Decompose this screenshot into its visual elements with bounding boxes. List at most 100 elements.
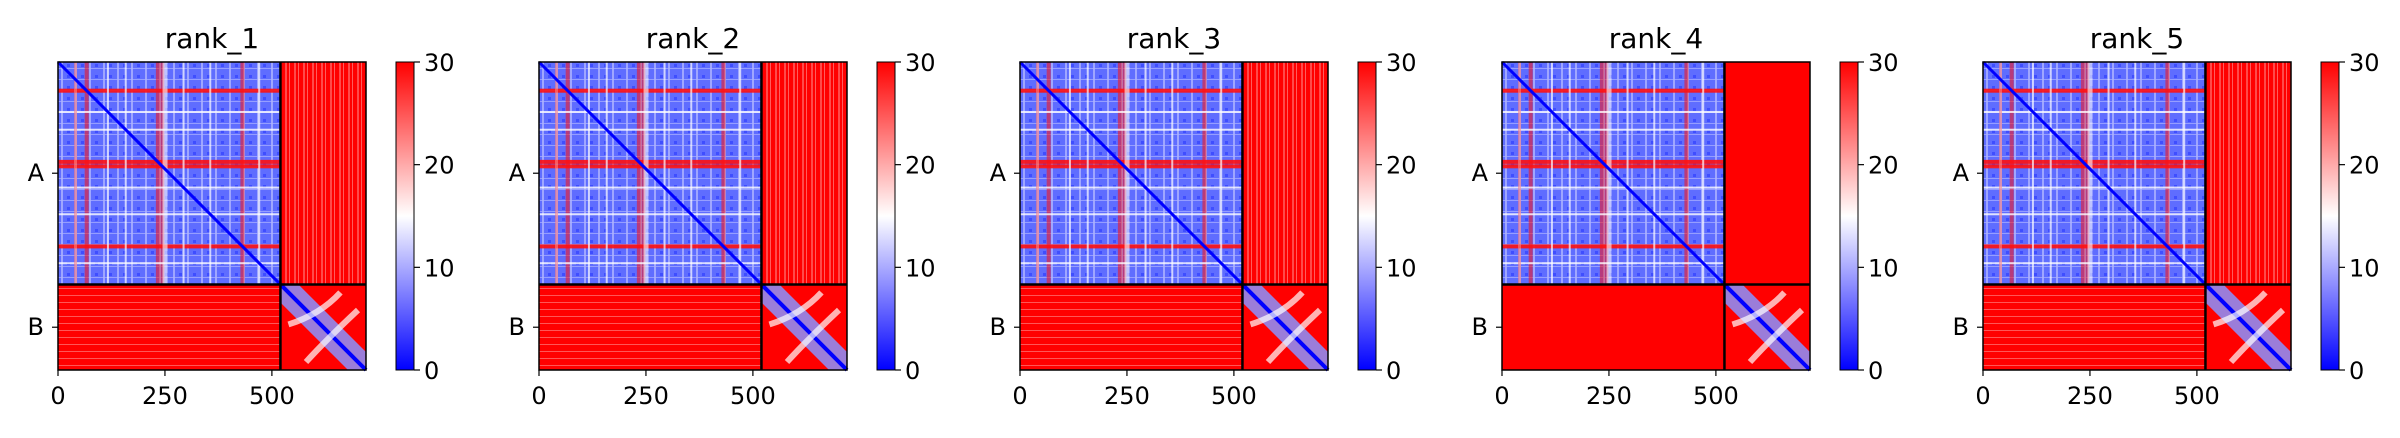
heatmap-stripe-col xyxy=(721,62,726,285)
heatmap-stripe-row xyxy=(58,244,281,249)
heatmap-stripe-col xyxy=(160,62,165,285)
heatmap-stripe-row xyxy=(58,88,281,93)
heatmap-stripe-col xyxy=(1702,62,1705,285)
heatmap-stripe-row xyxy=(1983,110,2206,113)
heatmap-stripe-col xyxy=(1528,62,1533,285)
colorbar-tick-label: 0 xyxy=(1868,357,1883,385)
heatmap-diagonal-A xyxy=(1500,60,1726,286)
heatmap-stripe-row xyxy=(1983,186,2206,189)
colorbar-tick-label: 30 xyxy=(1868,49,1899,77)
colorbar xyxy=(2321,62,2339,370)
colorbar-tick-label: 0 xyxy=(2349,357,2364,385)
heatmap-stripe-row xyxy=(58,110,281,113)
heatmap-stripe-row xyxy=(1983,213,2206,216)
heatmap-stripe-row xyxy=(539,128,762,131)
heatmap-stripe-col xyxy=(1626,62,1629,285)
colorbar-tick-label: 20 xyxy=(905,152,936,180)
heatmap-stripe-col xyxy=(1144,62,1147,285)
heatmap-stripe-col xyxy=(1202,62,1207,285)
heatmap-stripe-col xyxy=(2165,62,2170,285)
heatmap-stripe-col xyxy=(1068,62,1071,285)
heatmap-stripe-col xyxy=(587,62,590,285)
heatmap-stripe-col xyxy=(2080,62,2085,285)
heatmap-stripe-col xyxy=(124,62,127,285)
panel-rank_5: rank_5 0 250 500 A B 0 10 20 30 xyxy=(1953,22,2380,410)
y-tick-label-chain-B: B xyxy=(509,313,525,341)
panel-title: rank_3 xyxy=(1127,22,1221,55)
heatmap-stripe-col xyxy=(182,62,185,285)
heatmap-block-BA xyxy=(539,284,762,370)
heatmap-stripe-row xyxy=(1983,88,2206,93)
heatmap-stripe-row xyxy=(1502,128,1725,131)
heatmap-stripe-col xyxy=(1086,62,1089,285)
heatmap-arc xyxy=(303,307,361,365)
heatmap-arc xyxy=(2212,290,2268,328)
heatmap-stripe-row xyxy=(1983,128,2206,131)
heatmap-stripe-col xyxy=(1684,62,1689,285)
heatmap-stripe-col xyxy=(1122,62,1127,285)
x-tick-label: 0 xyxy=(1975,382,1990,410)
x-tick-label: 0 xyxy=(50,382,65,410)
y-tick-label-chain-B: B xyxy=(28,313,44,341)
heatmap-stripe-col xyxy=(2134,62,2137,285)
colorbar-frame xyxy=(1357,61,1377,371)
heatmap-stripe-col xyxy=(1046,62,1051,285)
heatmap-stripe-col xyxy=(2049,62,2052,285)
axes-frame xyxy=(1982,61,2292,371)
heatmap-stripe-row xyxy=(1983,244,2206,249)
heatmap-stripe-row xyxy=(58,159,281,164)
heatmap-stripe-row xyxy=(539,110,762,113)
panel-title: rank_1 xyxy=(165,22,259,55)
heatmap-stripe-col xyxy=(1568,62,1571,285)
heatmap-stripe-row xyxy=(1502,159,1725,164)
heatmap-arc xyxy=(1249,290,1305,328)
colorbar xyxy=(877,62,895,370)
heatmap-arc xyxy=(2228,307,2286,365)
heatmap-stripe-row xyxy=(1502,262,1725,265)
axes-frame xyxy=(57,61,367,371)
heatmap-stripe-col xyxy=(1653,62,1656,285)
colorbar-tick-label: 20 xyxy=(424,152,455,180)
heatmap-stripe-row xyxy=(539,164,762,169)
heatmap-arc xyxy=(1265,307,1323,365)
heatmap-stripe-row xyxy=(58,128,281,131)
y-tick-label-chain-B: B xyxy=(1472,313,1488,341)
colorbar xyxy=(1840,62,1858,370)
panel-rank_3: rank_3 0 250 500 A B 0 10 20 30 xyxy=(990,22,1417,410)
axes-frame xyxy=(1501,61,1811,371)
heatmap-stripe-col xyxy=(106,62,109,285)
heatmap-stripe-row xyxy=(1020,213,1243,216)
x-tick-label: 250 xyxy=(142,382,188,410)
heatmap-block-BA xyxy=(1502,284,1725,370)
heatmap-stripe-col xyxy=(739,62,742,285)
heatmap-stripe-col xyxy=(1606,62,1612,285)
heatmap-stripe-row xyxy=(58,262,281,265)
heatmap-arc xyxy=(1747,307,1805,365)
panel-rank_1: rank_1 0 250 500 A B 0 10 20 30 xyxy=(28,22,455,410)
y-tick-label-chain-A: A xyxy=(1472,159,1489,187)
heatmap-stripe-col xyxy=(2009,62,2014,285)
x-tick-label: 250 xyxy=(623,382,669,410)
heatmap-stripe-row xyxy=(539,213,762,216)
colorbar-tick-label: 20 xyxy=(2349,152,2380,180)
x-tick-label: 500 xyxy=(249,382,295,410)
colorbar-frame xyxy=(395,61,415,371)
heatmap-stripe-col xyxy=(1550,62,1553,285)
x-tick-label: 0 xyxy=(531,382,546,410)
heatmap-stripe-row xyxy=(1020,159,1243,164)
heatmap-stripe-row xyxy=(1502,164,1725,169)
y-tick-label-chain-B: B xyxy=(990,313,1006,341)
colorbar-frame xyxy=(876,61,896,371)
heatmap-stripe-col xyxy=(1036,62,1039,285)
heatmap-arc xyxy=(287,290,343,328)
colorbar-frame xyxy=(2320,61,2340,371)
heatmap-stripe-col xyxy=(2183,62,2186,285)
heatmap-stripe-row xyxy=(1020,262,1243,265)
heatmap-stripe-col xyxy=(1171,62,1174,285)
heatmap-stripe-row xyxy=(1502,88,1725,93)
heatmap-stripe-col xyxy=(209,62,212,285)
colorbar-tick-label: 0 xyxy=(424,357,439,385)
heatmap-stripe-col xyxy=(690,62,693,285)
x-tick-label: 250 xyxy=(1586,382,1632,410)
y-tick-label-chain-A: A xyxy=(28,159,45,187)
